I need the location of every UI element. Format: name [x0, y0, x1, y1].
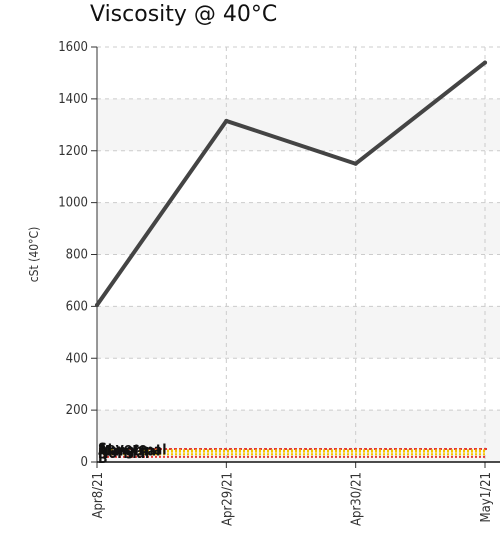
y-tick-label: 400 — [66, 351, 88, 366]
limit-label: B — [98, 451, 108, 467]
plot-band — [97, 202, 500, 255]
limit-label: Severe — [98, 441, 147, 457]
plot-band — [97, 306, 500, 359]
data-point — [95, 303, 99, 308]
limit-label: Normal — [98, 446, 149, 462]
data-point — [224, 118, 229, 123]
plot-band — [97, 98, 500, 151]
y-tick-label: 800 — [66, 248, 88, 263]
series-line — [95, 60, 487, 308]
limit-label: Marginal — [98, 444, 160, 460]
limit-label: Abnormal — [98, 442, 167, 458]
y-tick-label: 200 — [66, 403, 88, 418]
data-point — [483, 60, 487, 65]
x-tick-label: Apr30/21 — [350, 472, 365, 526]
y-tick-label: 600 — [66, 299, 88, 314]
x-tick-label: May1/21 — [479, 472, 494, 522]
y-tick-label: 1600 — [58, 40, 88, 55]
y-axis-label: cSt (40°C) — [27, 227, 41, 283]
y-tick-label: 1400 — [58, 92, 88, 107]
x-tick-label: Apr29/21 — [220, 472, 235, 526]
x-tick-label: Apr8/21 — [91, 472, 106, 519]
chart-title: Viscosity @ 40°C — [90, 2, 278, 27]
data-point — [353, 161, 358, 166]
y-tick-label: 1000 — [58, 196, 88, 211]
y-tick-label: 0 — [81, 455, 88, 470]
y-tick-label: 1200 — [58, 144, 88, 159]
